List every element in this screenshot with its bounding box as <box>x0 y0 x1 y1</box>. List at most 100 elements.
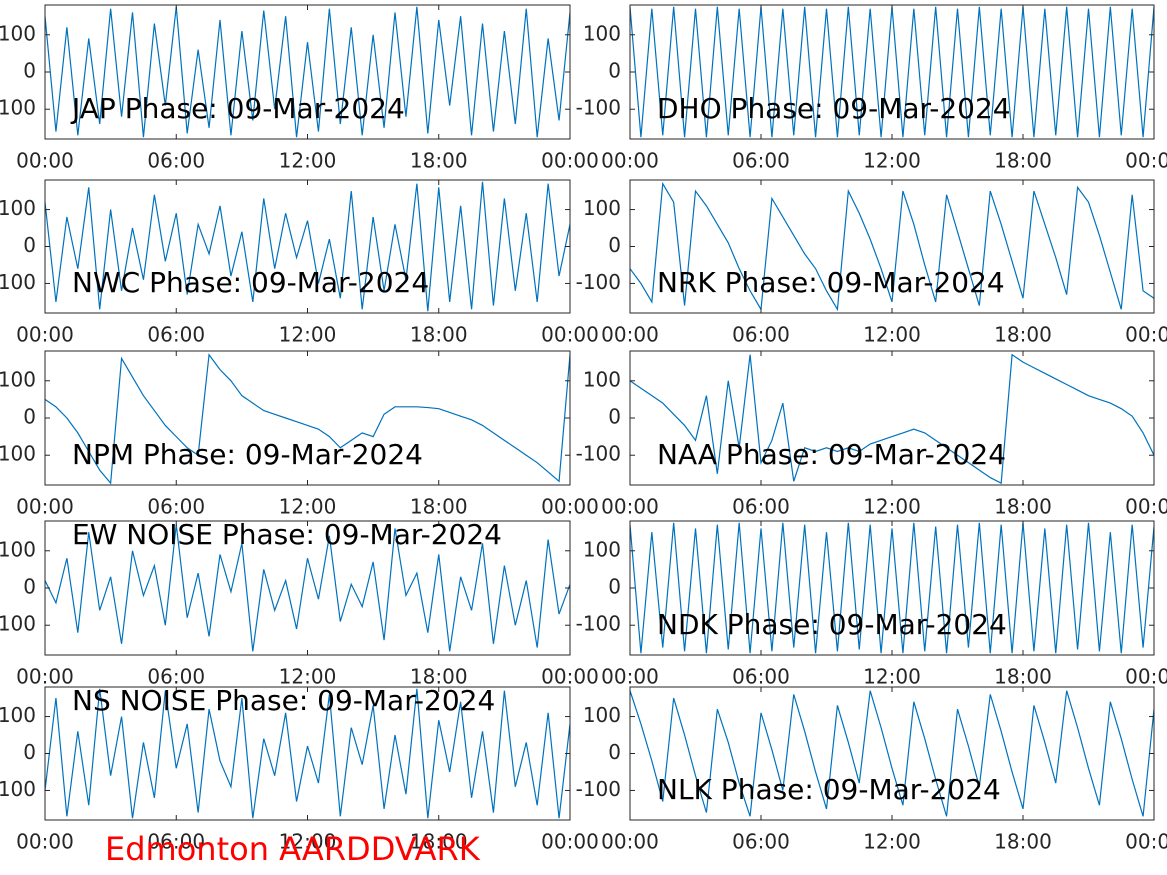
axes-background <box>45 351 570 485</box>
x-tick-label: 00:00 <box>541 830 599 854</box>
x-tick-label: 18:00 <box>410 665 468 689</box>
axes-background <box>630 521 1154 655</box>
x-tick-label: 00:00 <box>16 149 74 173</box>
x-tick-label: 18:00 <box>410 323 468 347</box>
axes-frame <box>44 350 571 486</box>
y-tick-label: 100 <box>583 537 621 561</box>
x-tick-label: 12:00 <box>279 323 337 347</box>
y-tick-label: 0 <box>608 233 621 257</box>
y-tick-label: -100 <box>0 442 36 466</box>
phase-line <box>45 6 570 138</box>
y-tick-label: 100 <box>583 367 621 391</box>
x-tick-label: 18:00 <box>410 830 468 854</box>
x-tick-label: 12:00 <box>863 665 921 689</box>
y-tick-label: 100 <box>583 21 621 45</box>
y-tick-label: 100 <box>583 703 621 727</box>
y-tick-label: -100 <box>0 96 36 120</box>
x-tick-label: 12:00 <box>279 830 337 854</box>
x-tick-label: 00:00 <box>16 323 74 347</box>
x-tick-label: 12:00 <box>863 830 921 854</box>
x-tick-label: 00:00 <box>1125 830 1167 854</box>
panel-title: EW NOISE Phase: 09-Mar-2024 <box>72 518 502 551</box>
y-tick-label: 100 <box>0 703 36 727</box>
panel-title: NPM Phase: 09-Mar-2024 <box>72 438 423 471</box>
x-tick-label: 06:00 <box>147 149 205 173</box>
x-tick-label: 00:00 <box>601 665 659 689</box>
phase-line <box>45 688 570 819</box>
y-tick-label: 0 <box>23 740 36 764</box>
x-tick-label: 18:00 <box>994 149 1052 173</box>
y-tick-label: 0 <box>608 575 621 599</box>
x-tick-label: 12:00 <box>863 323 921 347</box>
axes-frame <box>44 179 571 314</box>
axes-frame <box>629 686 1155 821</box>
x-tick-label: 00:00 <box>541 495 599 519</box>
x-tick-label: 00:00 <box>16 495 74 519</box>
x-tick-label: 18:00 <box>410 149 468 173</box>
y-tick-label: -100 <box>0 777 36 801</box>
x-tick-label: 00:00 <box>16 830 74 854</box>
x-tick-label: 06:00 <box>732 665 790 689</box>
y-tick-label: 100 <box>0 537 36 561</box>
phase-line <box>45 353 570 485</box>
y-tick-label: -100 <box>576 612 621 636</box>
x-tick-label: 12:00 <box>279 495 337 519</box>
axes-background <box>45 687 570 820</box>
axes-background <box>45 180 570 313</box>
y-tick-label: 0 <box>23 405 36 429</box>
x-tick-label: 06:00 <box>732 830 790 854</box>
axes-background <box>630 351 1154 485</box>
panel-title: NDK Phase: 09-Mar-2024 <box>657 608 1007 641</box>
y-tick-label: 0 <box>23 59 36 83</box>
phase-line <box>45 524 570 652</box>
x-tick-label: 06:00 <box>147 665 205 689</box>
axes-background <box>630 5 1154 139</box>
phase-line <box>630 522 1154 654</box>
x-tick-label: 12:00 <box>863 149 921 173</box>
y-tick-label: 0 <box>23 575 36 599</box>
x-tick-label: 18:00 <box>994 665 1052 689</box>
caption: Edmonton AARDDVARK <box>105 830 481 868</box>
x-tick-label: 06:00 <box>147 830 205 854</box>
x-tick-label: 00:00 <box>541 665 599 689</box>
y-tick-label: -100 <box>576 96 621 120</box>
x-tick-label: 00:00 <box>601 830 659 854</box>
panel-title: NAA Phase: 09-Mar-2024 <box>657 438 1006 471</box>
panel-title: NLK Phase: 09-Mar-2024 <box>657 773 1001 806</box>
axes-frame <box>629 179 1155 314</box>
x-tick-label: 12:00 <box>279 149 337 173</box>
axes-frame <box>629 520 1155 656</box>
y-tick-label: 0 <box>23 233 36 257</box>
x-tick-label: 06:00 <box>732 149 790 173</box>
phase-line <box>630 353 1154 485</box>
axes-frame <box>44 520 571 656</box>
y-tick-label: -100 <box>576 270 621 294</box>
x-tick-label: 00:00 <box>601 149 659 173</box>
panel-title: NS NOISE Phase: 09-Mar-2024 <box>72 684 495 717</box>
y-tick-label: 100 <box>583 196 621 220</box>
panel-title: DHO Phase: 09-Mar-2024 <box>657 92 1011 125</box>
x-tick-label: 06:00 <box>147 495 205 519</box>
x-tick-label: 18:00 <box>994 830 1052 854</box>
x-tick-label: 18:00 <box>994 323 1052 347</box>
x-tick-label: 00:00 <box>541 149 599 173</box>
phase-line <box>630 181 1154 312</box>
axes-frame <box>629 4 1155 140</box>
x-tick-label: 06:00 <box>732 495 790 519</box>
x-tick-label: 00:00 <box>1125 665 1167 689</box>
x-tick-label: 00:00 <box>1125 323 1167 347</box>
axes-frame <box>629 350 1155 486</box>
x-tick-label: 00:00 <box>601 495 659 519</box>
y-tick-label: -100 <box>0 270 36 294</box>
panel-title: JAP Phase: 09-Mar-2024 <box>70 92 405 125</box>
x-tick-label: 18:00 <box>994 495 1052 519</box>
x-tick-label: 00:00 <box>1125 495 1167 519</box>
x-tick-label: 06:00 <box>147 323 205 347</box>
x-tick-label: 06:00 <box>732 323 790 347</box>
x-tick-label: 00:00 <box>1125 149 1167 173</box>
phase-line <box>45 181 570 312</box>
y-tick-label: 100 <box>0 21 36 45</box>
phase-line <box>630 690 1154 817</box>
y-tick-label: 0 <box>608 405 621 429</box>
y-tick-label: -100 <box>0 612 36 636</box>
